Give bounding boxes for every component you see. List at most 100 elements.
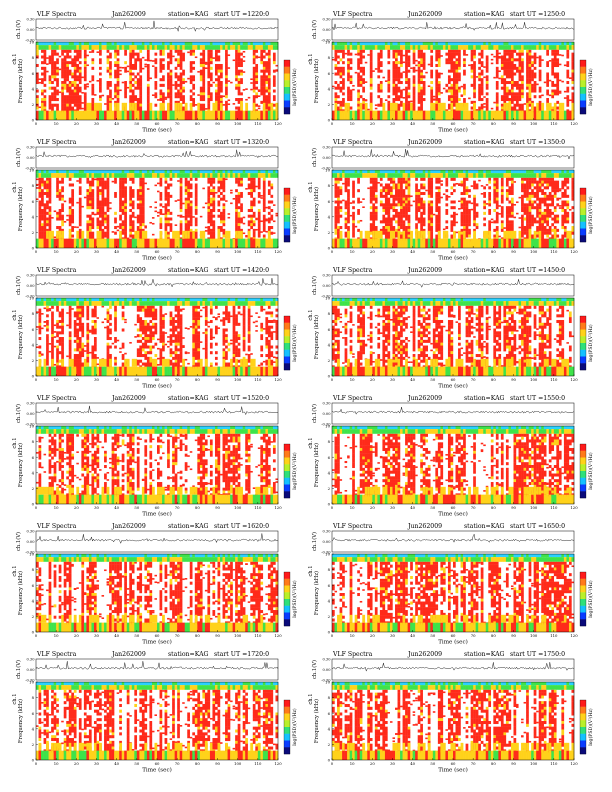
timeseries-frame	[35, 18, 279, 41]
x-tick-label: 0	[35, 249, 38, 254]
x-tick-label: 120	[274, 249, 282, 254]
panel-station: station=KAG	[168, 11, 209, 18]
panel-title: VLF Spectra	[36, 523, 77, 530]
colorbar-label: log(PSD)(V²/Hz)	[587, 68, 594, 106]
timeseries-frame	[331, 274, 575, 297]
panel-date: Jan262009	[111, 523, 146, 530]
vlf-panel-11: VLF Spectra Jan262009 station=KAG start UT …	[12, 648, 308, 776]
timeseries-tick-label: 0.30	[26, 146, 35, 150]
colorbar-segment	[580, 484, 586, 492]
panel-station: station=KAG	[168, 267, 209, 274]
x-tick-label: 100	[234, 249, 242, 254]
colorbar-frame	[579, 315, 587, 371]
x-tick-label: 40	[410, 761, 415, 766]
timeseries-tick-label: 0.30	[26, 402, 35, 406]
timeseries-frame	[331, 530, 575, 553]
channel-label: ch.1	[12, 53, 18, 64]
x-tick-label: 90	[511, 633, 516, 638]
frequency-ylabel: Frequency (kHz)	[17, 699, 24, 743]
spectrogram-cells	[36, 298, 279, 376]
colorbar-segment	[580, 477, 586, 485]
timeseries-tick-label: 0.00	[322, 28, 331, 32]
x-tick-label: 50	[134, 121, 139, 126]
colorbar-segment	[580, 228, 586, 236]
x-tick-label: 110	[550, 633, 558, 638]
timeseries-ylabel: ch.1(V)	[15, 276, 22, 295]
timeseries-tick-label: 0.00	[322, 156, 331, 160]
panel-start-ut: start UT =1650:0	[510, 523, 565, 530]
colorbar-label: log(PSD)(V²/Hz)	[587, 580, 594, 618]
spectrogram-cells	[36, 682, 279, 760]
colorbar-segment	[284, 208, 290, 216]
x-tick-label: 20	[370, 761, 375, 766]
vlf-panel-svg: VLF Spectra Jun262009 station=KAG start UT …	[308, 395, 594, 518]
y-tick-label: 6	[32, 711, 35, 716]
colorbar-segment	[580, 619, 586, 627]
time-xlabel: Time (sec)	[438, 127, 468, 134]
panel-title: VLF Spectra	[332, 395, 373, 402]
x-tick-label: 60	[155, 761, 160, 766]
frequency-ylabel: Frequency (kHz)	[313, 443, 320, 487]
panel-station: station=KAG	[464, 395, 505, 402]
timeseries-line	[35, 661, 279, 670]
x-tick-label: 0	[331, 761, 334, 766]
x-tick-label: 10	[54, 633, 59, 638]
panel-title: VLF Spectra	[36, 139, 77, 146]
panel-start-ut: start UT =1350:0	[510, 139, 565, 146]
x-tick-label: 110	[254, 505, 262, 510]
panel-title: VLF Spectra	[36, 11, 77, 18]
colorbar-segment	[580, 356, 586, 364]
x-tick-label: 50	[430, 249, 435, 254]
x-tick-label: 50	[134, 761, 139, 766]
y-tick-label: 6	[32, 199, 35, 204]
colorbar-label: log(PSD)(V²/Hz)	[291, 452, 298, 490]
channel-label: ch.1	[12, 565, 18, 576]
time-xlabel: Time (sec)	[142, 511, 172, 518]
channel-label: ch.1	[308, 693, 314, 704]
panel-title: VLF Spectra	[36, 267, 77, 274]
colorbar-segment	[284, 585, 290, 593]
x-tick-label: 70	[471, 121, 476, 126]
timeseries-tick-label: 0.30	[322, 658, 331, 662]
colorbar-segment	[580, 592, 586, 600]
y-tick-label: 2	[328, 230, 331, 235]
x-tick-label: 0	[35, 377, 38, 382]
panel-title: VLF Spectra	[332, 651, 373, 658]
y-tick-label: 4	[32, 86, 35, 91]
x-tick-label: 30	[94, 633, 99, 638]
x-tick-label: 30	[94, 121, 99, 126]
x-tick-label: 50	[134, 633, 139, 638]
x-tick-label: 60	[451, 249, 456, 254]
x-tick-label: 60	[451, 377, 456, 382]
timeseries-ylabel: ch.1(V)	[15, 404, 22, 423]
x-tick-label: 100	[530, 249, 538, 254]
frequency-ylabel: Frequency (kHz)	[313, 699, 320, 743]
y-tick-label: 2	[328, 486, 331, 491]
colorbar-segment	[580, 464, 586, 472]
panel-date: Jan262009	[111, 651, 146, 658]
x-tick-label: 70	[175, 377, 180, 382]
colorbar-segment	[284, 727, 290, 734]
panel-station: station=KAG	[464, 523, 505, 530]
colorbar-frame	[579, 59, 587, 115]
colorbar-segment	[580, 107, 586, 115]
timeseries-line	[331, 406, 575, 415]
panel-date: Jan262009	[111, 395, 146, 402]
colorbar-segment	[580, 329, 586, 337]
x-tick-label: 60	[451, 121, 456, 126]
x-tick-label: 0	[331, 505, 334, 510]
x-tick-label: 60	[451, 761, 456, 766]
spectrogram-cells	[36, 554, 279, 632]
timeseries-tick-label: 0.00	[322, 540, 331, 544]
x-tick-label: 20	[74, 633, 79, 638]
panel-start-ut: start UT =1420:0	[214, 267, 269, 274]
x-tick-label: 120	[274, 121, 282, 126]
y-tick-label: 2	[328, 742, 331, 747]
colorbar-frame	[579, 571, 587, 627]
x-tick-label: 10	[350, 121, 355, 126]
colorbar-segment	[284, 60, 290, 67]
colorbar-segment	[580, 491, 586, 499]
panel-date: Jun262009	[407, 139, 442, 146]
panel-date: Jan262009	[111, 267, 146, 274]
y-tick-label: 4	[32, 214, 35, 219]
